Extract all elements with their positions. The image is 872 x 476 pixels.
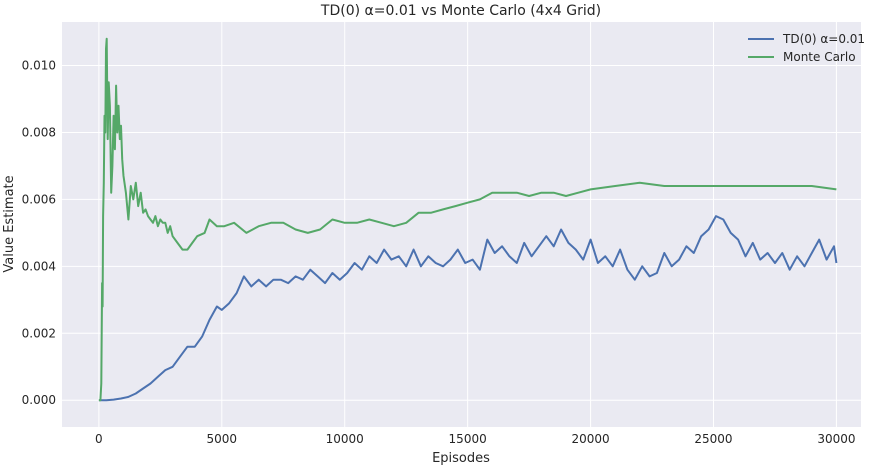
y-tick-label: 0.010: [22, 59, 56, 73]
series-group: [98, 37, 838, 402]
x-tick-label: 30000: [817, 432, 855, 446]
x-tick-labels: 0 5000 10000 15000 20000 25000 30000: [95, 432, 855, 446]
y-tick-label: 0.004: [22, 259, 56, 273]
chart-title: TD(0) α=0.01 vs Monte Carlo (4x4 Grid): [320, 3, 601, 19]
series-line-mc: [98, 37, 837, 402]
y-tick-label: 0.008: [22, 125, 56, 139]
grid: [62, 22, 861, 427]
y-tick-labels: 0.000 0.002 0.004 0.006 0.008 0.010: [22, 59, 56, 408]
y-tick-label: 0.006: [22, 192, 56, 206]
x-tick-label: 20000: [571, 432, 609, 446]
y-tick-label: 0.000: [22, 393, 56, 407]
series-line-td: [98, 215, 838, 402]
plot-area: [62, 22, 861, 427]
x-tick-label: 10000: [326, 432, 364, 446]
legend-label-td: TD(0) α=0.01: [782, 32, 865, 46]
legend: TD(0) α=0.01 Monte Carlo: [748, 32, 865, 64]
y-tick-label: 0.002: [22, 326, 56, 340]
y-axis-label: Value Estimate: [2, 175, 17, 272]
x-axis-label: Episodes: [432, 451, 490, 466]
x-tick-label: 0: [95, 432, 103, 446]
x-tick-label: 15000: [449, 432, 487, 446]
legend-label-mc: Monte Carlo: [783, 50, 856, 64]
x-tick-label: 25000: [694, 432, 732, 446]
x-tick-label: 5000: [207, 432, 238, 446]
